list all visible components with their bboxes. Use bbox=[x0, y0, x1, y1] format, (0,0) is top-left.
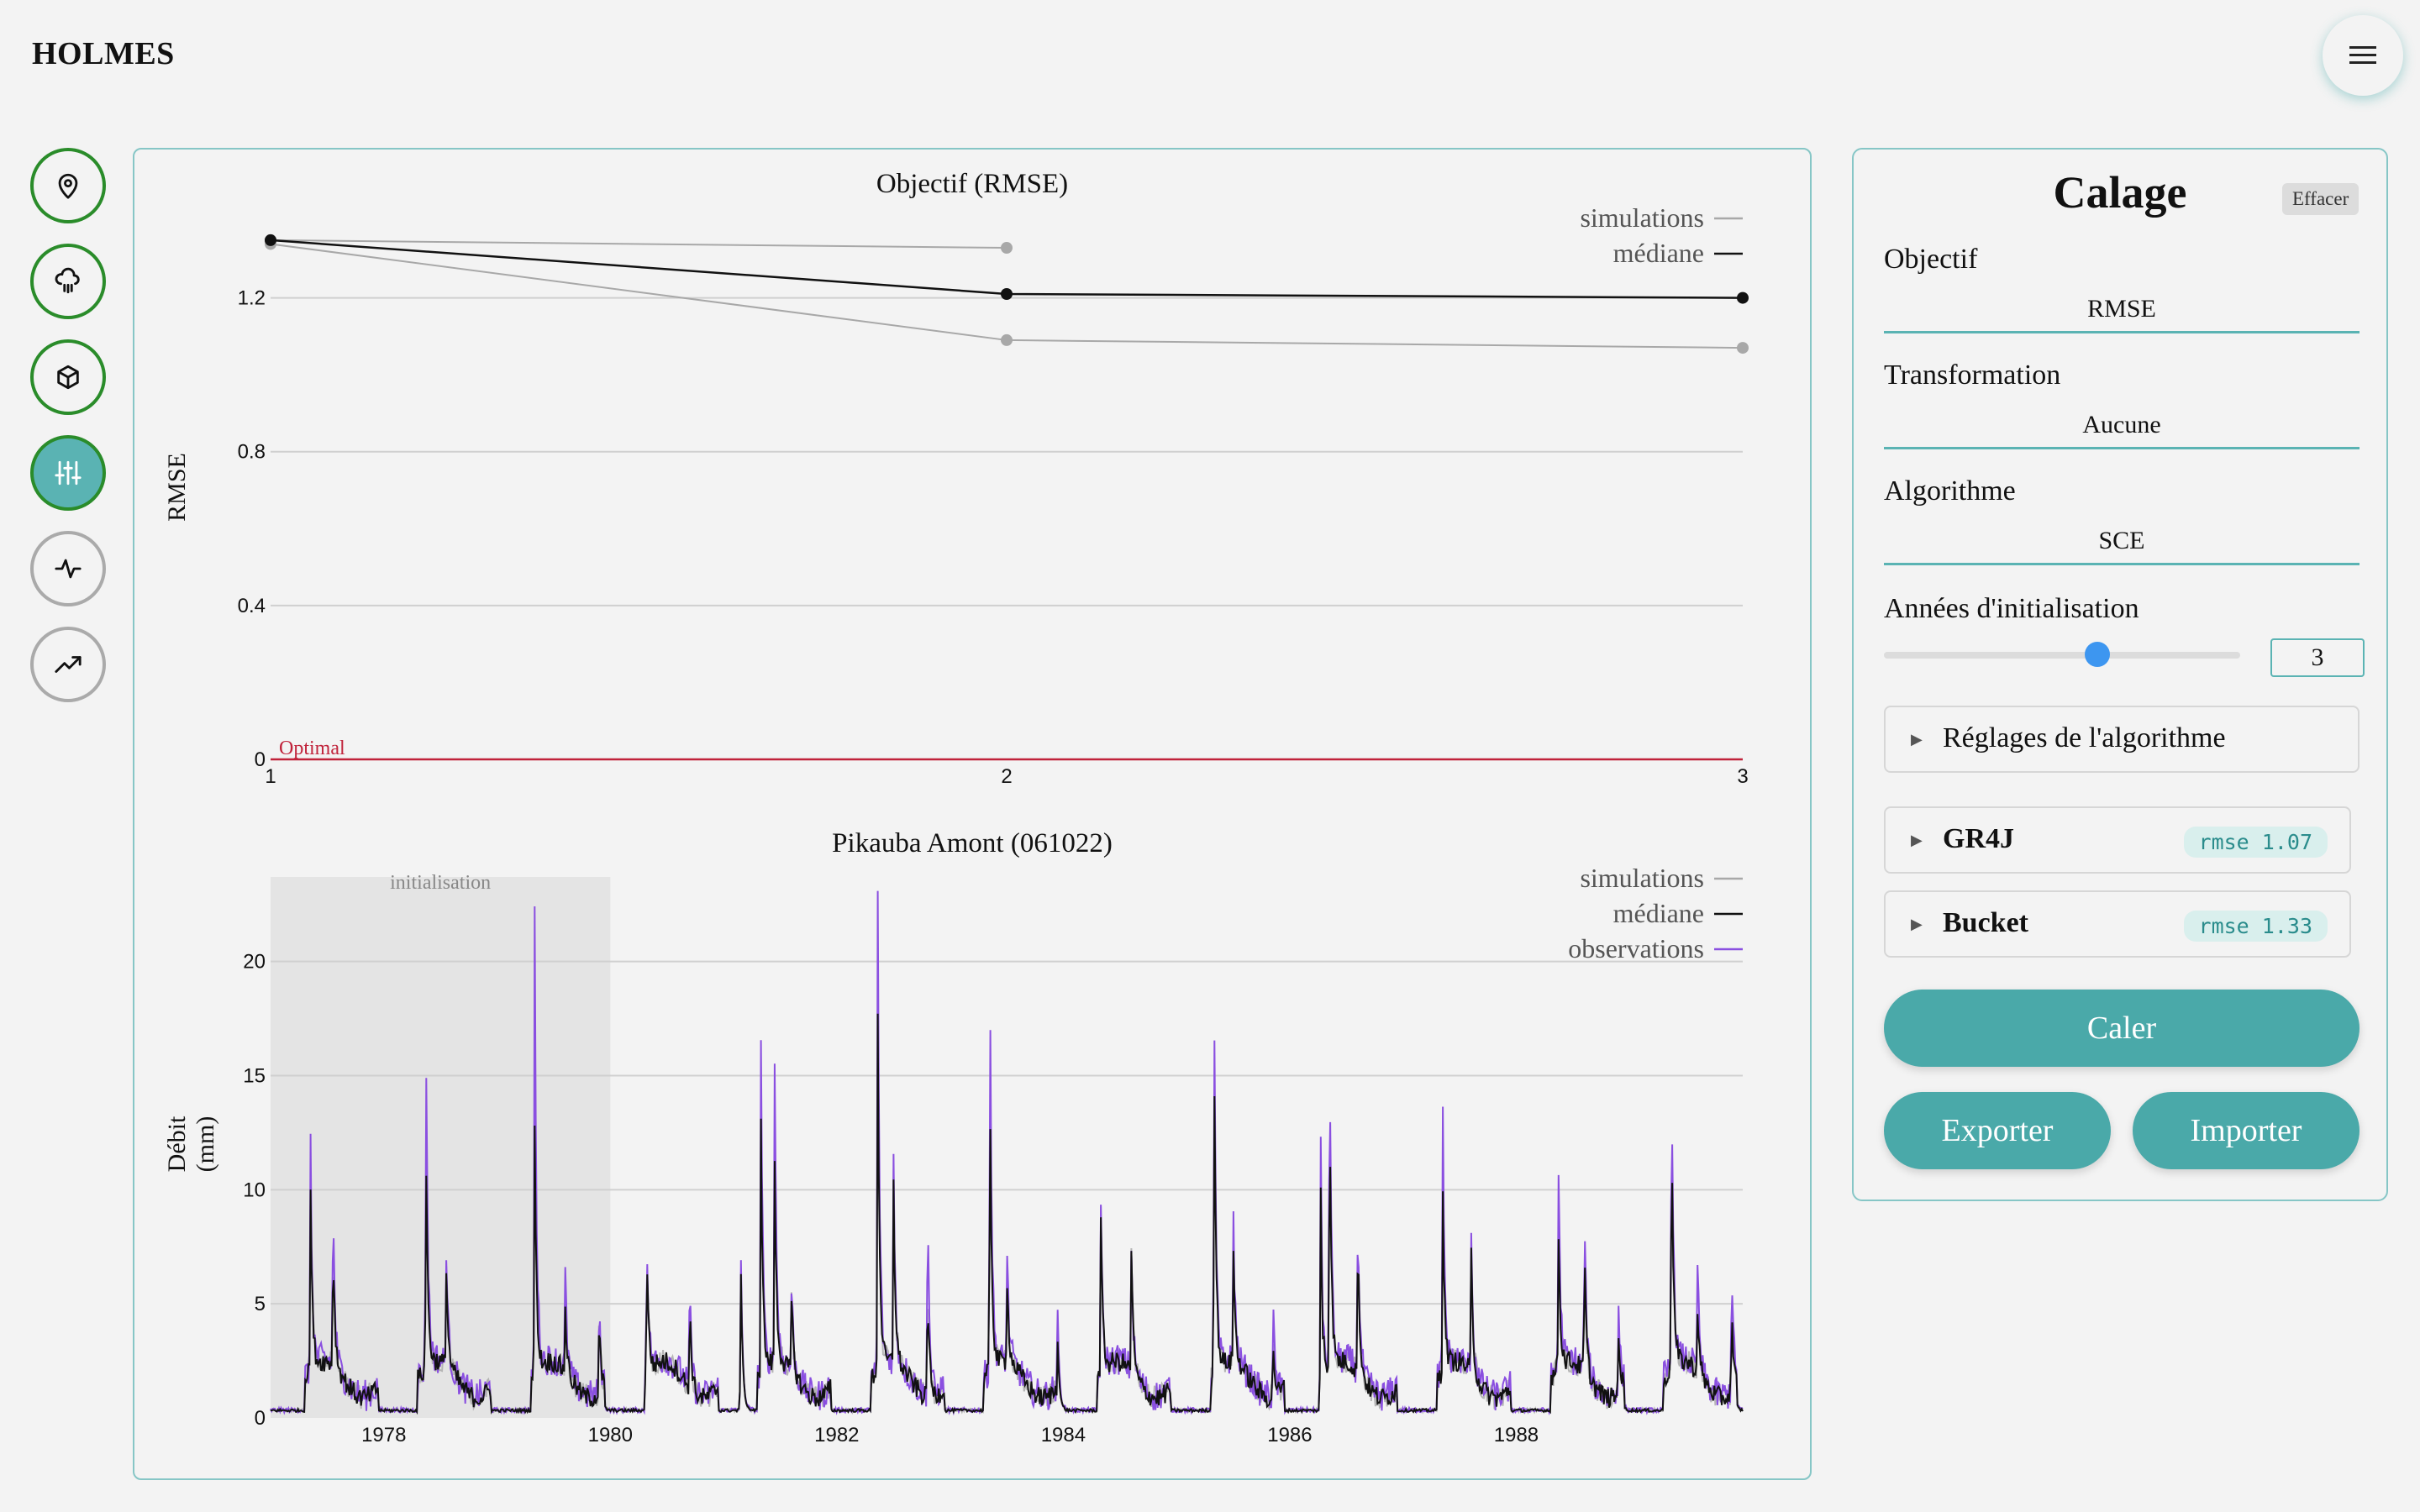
x-tick-label: 1982 bbox=[814, 1424, 859, 1446]
y-axis-label: (mm) bbox=[192, 1116, 219, 1173]
y-tick-label: 0 bbox=[255, 1407, 266, 1430]
legend-label: observations bbox=[1568, 933, 1704, 963]
cube-icon bbox=[57, 365, 79, 390]
legend-label: médiane bbox=[1613, 898, 1704, 928]
nav-calibration-button[interactable] bbox=[30, 435, 106, 511]
pulse-icon bbox=[55, 559, 82, 579]
import-button[interactable]: Importer bbox=[2133, 1092, 2360, 1169]
y-axis-label: Débit bbox=[163, 1116, 191, 1172]
y-tick-label: 0.8 bbox=[238, 441, 266, 464]
model-gr4j-toggle[interactable]: ▶ GR4J rmse 1.07 bbox=[1884, 806, 2351, 874]
expand-triangle-icon: ▶ bbox=[1911, 916, 1923, 932]
initialisation-band bbox=[271, 877, 611, 1418]
transformation-label: Transformation bbox=[1884, 360, 2061, 391]
algorithm-label: Algorithme bbox=[1884, 475, 2016, 507]
y-tick-label: 5 bbox=[255, 1293, 266, 1315]
x-tick-label: 1986 bbox=[1267, 1424, 1312, 1446]
simulation-point bbox=[1001, 333, 1013, 346]
x-tick-label: 2 bbox=[1001, 765, 1012, 788]
init-years-slider[interactable] bbox=[1884, 642, 2240, 667]
algorithm-settings-toggle[interactable]: ▶ Réglages de l'algorithme bbox=[1884, 706, 2360, 773]
model-bucket-toggle[interactable]: ▶ Bucket rmse 1.33 bbox=[1884, 890, 2351, 958]
optimal-label: Optimal bbox=[279, 738, 345, 759]
expand-triangle-icon: ▶ bbox=[1911, 832, 1923, 848]
chart-title: Pikauba Amont (061022) bbox=[832, 828, 1113, 858]
init-years-input[interactable]: 3 bbox=[2270, 638, 2365, 677]
initialisation-label: initialisation bbox=[390, 872, 491, 894]
trending-up-icon bbox=[55, 656, 82, 673]
x-tick-label: 3 bbox=[1737, 765, 1748, 788]
calibrate-button[interactable]: Caler bbox=[1884, 990, 2360, 1067]
algorithm-select[interactable]: SCE bbox=[1884, 519, 2360, 565]
menu-button[interactable] bbox=[2323, 15, 2403, 96]
simulation-point bbox=[1001, 242, 1013, 255]
objective-label: Objectif bbox=[1884, 244, 1978, 275]
nav-model-button[interactable] bbox=[30, 339, 106, 415]
x-tick-label: 1980 bbox=[588, 1424, 633, 1446]
simulation-point bbox=[1737, 342, 1749, 354]
rmse-badge: rmse 1.07 bbox=[2183, 827, 2328, 858]
model-name: GR4J bbox=[1943, 823, 2014, 854]
y-tick-label: 20 bbox=[243, 951, 266, 974]
slider-thumb[interactable] bbox=[2085, 642, 2111, 667]
nav-activity-button[interactable] bbox=[30, 531, 106, 606]
expand-triangle-icon: ▶ bbox=[1911, 731, 1923, 748]
median-point bbox=[1001, 287, 1013, 300]
clear-button[interactable]: Effacer bbox=[2282, 183, 2360, 215]
legend-label: simulations bbox=[1580, 863, 1704, 893]
x-tick-label: 1978 bbox=[361, 1424, 406, 1446]
y-tick-label: 1.2 bbox=[238, 287, 266, 310]
x-tick-label: 1984 bbox=[1041, 1424, 1086, 1446]
calibration-panel: Calage Effacer Objectif RMSE Transformat… bbox=[1852, 148, 2388, 1201]
median-series bbox=[270, 1013, 1744, 1415]
nav-projection-button[interactable] bbox=[30, 627, 106, 702]
export-button[interactable]: Exporter bbox=[1884, 1092, 2111, 1169]
chart-title: Objectif (RMSE) bbox=[876, 169, 1068, 199]
nav-weather-button[interactable] bbox=[30, 244, 106, 319]
objective-select[interactable]: RMSE bbox=[1884, 287, 2360, 333]
map-pin-icon bbox=[58, 173, 78, 199]
y-tick-label: 0 bbox=[255, 748, 266, 771]
nav-location-button[interactable] bbox=[30, 148, 106, 223]
rmse-badge: rmse 1.33 bbox=[2183, 911, 2328, 942]
y-tick-label: 10 bbox=[243, 1179, 266, 1201]
sliders-icon bbox=[55, 460, 82, 486]
transformation-select[interactable]: Aucune bbox=[1884, 403, 2360, 449]
chart-panel: Objectif (RMSE) 0 0.4 0.8 1.2 1 2 3 RMSE Optimal s… bbox=[133, 148, 1812, 1480]
y-tick-label: 0.4 bbox=[238, 595, 266, 617]
algorithm-settings-label: Réglages de l'algorithme bbox=[1943, 722, 2226, 753]
x-tick-label: 1 bbox=[265, 765, 276, 788]
simulation-line bbox=[270, 239, 1007, 249]
panel-title: Calage bbox=[2053, 167, 2187, 218]
median-point bbox=[265, 234, 276, 246]
median-point bbox=[1737, 291, 1749, 304]
y-tick-label: 15 bbox=[243, 1065, 266, 1088]
hamburger-icon bbox=[2349, 46, 2376, 64]
legend-label: médiane bbox=[1613, 238, 1704, 268]
x-tick-label: 1988 bbox=[1494, 1424, 1539, 1446]
app-title: HOLMES bbox=[32, 36, 175, 71]
cloud-rain-icon bbox=[55, 267, 80, 294]
legend-label: simulations bbox=[1580, 202, 1704, 233]
init-years-label: Années d'initialisation bbox=[1884, 593, 2139, 624]
y-axis-label: RMSE bbox=[163, 453, 191, 522]
model-name: Bucket bbox=[1943, 907, 2028, 938]
charts-svg: Objectif (RMSE) 0 0.4 0.8 1.2 1 2 3 RMSE Optimal s… bbox=[163, 169, 1749, 1446]
